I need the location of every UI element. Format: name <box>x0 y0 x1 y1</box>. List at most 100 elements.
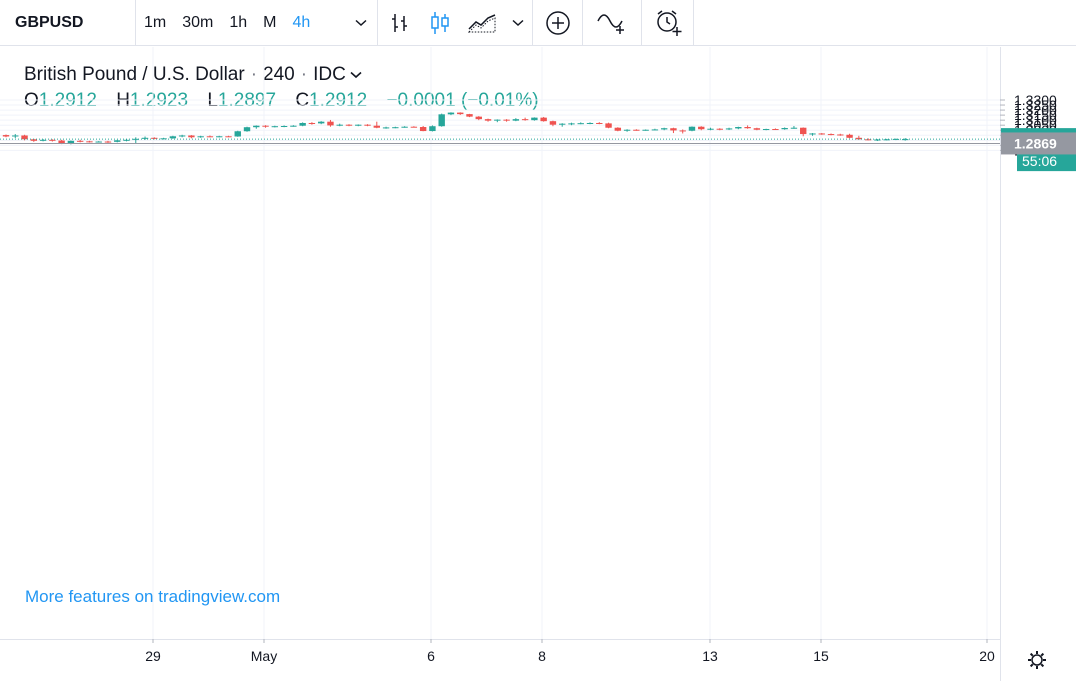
candle[interactable] <box>596 122 603 125</box>
candle[interactable] <box>243 126 251 132</box>
interval-30m[interactable]: 30m <box>182 14 214 31</box>
candle[interactable] <box>883 138 890 141</box>
candle[interactable] <box>642 129 649 131</box>
candle[interactable] <box>12 134 19 139</box>
candle[interactable] <box>484 118 492 122</box>
candle[interactable] <box>790 126 798 129</box>
candle[interactable] <box>716 128 723 131</box>
candle[interactable] <box>614 127 622 132</box>
candle[interactable] <box>688 126 696 132</box>
candle[interactable] <box>781 127 788 130</box>
candle[interactable] <box>772 128 779 131</box>
candle[interactable] <box>846 133 853 139</box>
candle[interactable] <box>114 139 121 143</box>
candle[interactable] <box>419 126 427 132</box>
candle[interactable] <box>86 140 93 143</box>
candle[interactable] <box>123 139 130 142</box>
candle[interactable] <box>660 127 668 131</box>
interval-4h[interactable]: 4h <box>292 14 311 31</box>
candle[interactable] <box>280 125 288 128</box>
candle[interactable] <box>178 134 186 138</box>
candle[interactable] <box>271 125 279 128</box>
candle[interactable] <box>345 124 353 127</box>
candle[interactable] <box>401 126 408 128</box>
interval-month[interactable]: M <box>263 14 277 31</box>
candle[interactable] <box>151 137 158 140</box>
symbol-search[interactable]: GBPUSD <box>0 0 136 46</box>
candle[interactable] <box>262 125 269 128</box>
candle[interactable] <box>160 137 167 140</box>
candle[interactable] <box>438 113 445 127</box>
bar-chart-icon[interactable] <box>384 0 416 46</box>
candle[interactable] <box>827 133 835 136</box>
legend-title[interactable]: British Pound / U.S. Dollar · 240 · IDC <box>24 64 539 86</box>
candle[interactable] <box>364 124 371 127</box>
candle[interactable] <box>512 118 520 122</box>
area-chart-icon[interactable] <box>464 0 500 46</box>
candle[interactable] <box>679 129 686 134</box>
candle[interactable] <box>577 122 584 125</box>
candle[interactable] <box>874 139 881 142</box>
candle[interactable] <box>2 134 10 138</box>
candle[interactable] <box>49 139 56 142</box>
candle[interactable] <box>837 133 844 136</box>
candle[interactable] <box>76 139 84 143</box>
candle[interactable] <box>308 122 316 125</box>
candle[interactable] <box>892 138 900 141</box>
candle[interactable] <box>503 119 510 122</box>
alert-clock-icon[interactable] <box>648 0 688 46</box>
candle[interactable] <box>725 127 733 131</box>
candle[interactable] <box>392 126 399 129</box>
chevron-down-icon[interactable] <box>350 71 362 79</box>
add-circle-icon[interactable] <box>540 0 576 46</box>
candle[interactable] <box>698 126 705 131</box>
candle[interactable] <box>651 128 659 131</box>
candle[interactable] <box>299 122 306 127</box>
candle[interactable] <box>540 116 547 122</box>
candle[interactable] <box>410 126 418 128</box>
candle[interactable] <box>586 122 594 125</box>
gear-icon[interactable] <box>1028 651 1046 669</box>
candle[interactable] <box>568 122 575 126</box>
candle[interactable] <box>864 138 872 141</box>
candle[interactable] <box>197 135 204 138</box>
promo-link[interactable]: More features on tradingview.com <box>25 587 281 606</box>
candle[interactable] <box>762 128 770 131</box>
candle[interactable] <box>549 120 557 127</box>
candle[interactable] <box>225 135 232 138</box>
candle[interactable] <box>475 116 482 121</box>
candle[interactable] <box>744 125 751 129</box>
price-chart[interactable]: 1.33001.32501.32001.31501.31001.30501.30… <box>0 47 1076 681</box>
candle[interactable] <box>800 127 807 137</box>
candle[interactable] <box>355 124 362 127</box>
candle[interactable] <box>373 121 380 129</box>
candle[interactable] <box>818 133 825 135</box>
candle[interactable] <box>809 133 816 136</box>
candle[interactable] <box>382 126 390 129</box>
candle[interactable] <box>39 139 47 142</box>
candle[interactable] <box>188 135 195 139</box>
candle[interactable] <box>327 119 334 127</box>
candle[interactable] <box>216 135 223 138</box>
candle[interactable] <box>521 117 529 121</box>
candle[interactable] <box>141 136 149 140</box>
candle[interactable] <box>104 140 112 143</box>
chevron-down-icon[interactable] <box>505 0 531 46</box>
candle[interactable] <box>633 129 640 131</box>
candle[interactable] <box>317 121 325 125</box>
candle[interactable] <box>753 127 761 131</box>
candle[interactable] <box>901 138 909 141</box>
candle[interactable] <box>707 127 714 131</box>
chevron-down-icon[interactable] <box>348 0 374 46</box>
candle[interactable] <box>169 135 177 139</box>
candle[interactable] <box>605 122 612 129</box>
candle[interactable] <box>95 141 102 143</box>
compare-icon[interactable] <box>592 0 632 46</box>
interval-1m[interactable]: 1m <box>144 14 167 31</box>
candle[interactable] <box>336 123 343 127</box>
candle[interactable] <box>234 130 241 137</box>
candle[interactable] <box>623 129 631 132</box>
candle[interactable] <box>559 123 566 127</box>
candle[interactable] <box>466 113 473 118</box>
candle[interactable] <box>253 125 260 129</box>
